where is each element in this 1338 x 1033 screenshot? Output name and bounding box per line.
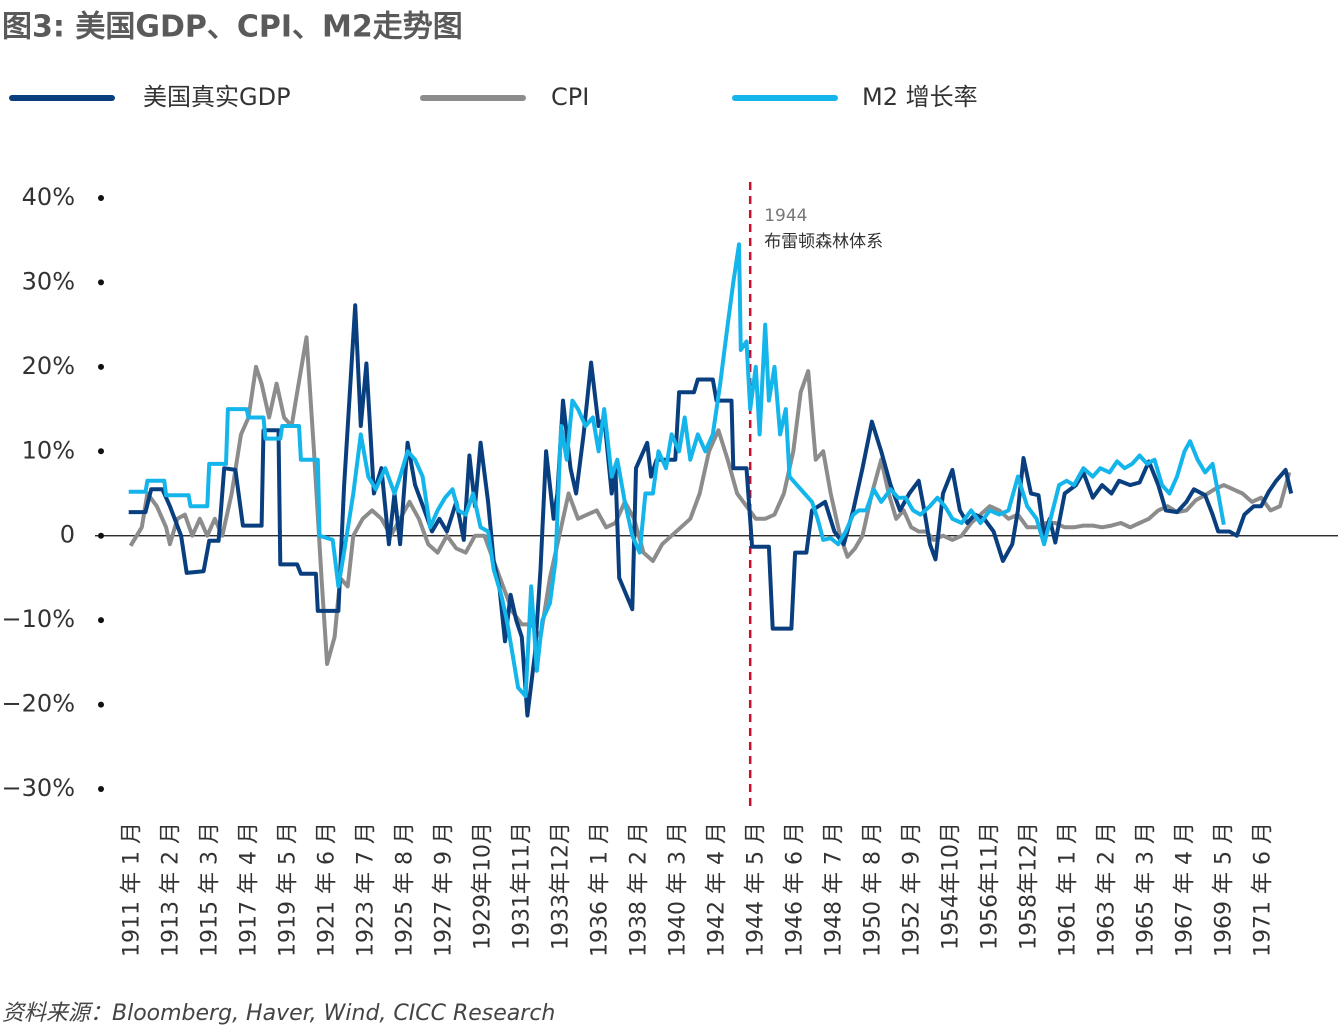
x-tick-label: 1921 年 6 月 (314, 822, 339, 957)
y-tick-label: −30% (2, 774, 75, 802)
y-tick-mark (98, 363, 104, 370)
x-tick-label: 1925 年 8 月 (392, 822, 417, 957)
chart-title: 图3: 美国GDP、CPI、M2走势图 (2, 10, 463, 45)
y-tick-label: 30% (22, 267, 75, 295)
annotation-text: 布雷顿森林体系 (764, 232, 883, 252)
x-tick-label: 1940 年 3 月 (665, 822, 690, 957)
x-tick-label: 1942 年 4 月 (704, 822, 729, 957)
x-tick-label: 1946 年 6 月 (782, 822, 807, 957)
series-line (128, 242, 1226, 699)
x-tick-label: 1917 年 4 月 (236, 822, 261, 957)
x-tick-label: 1911 年 1 月 (119, 822, 144, 957)
y-tick-label: −20% (2, 690, 75, 718)
x-tick-label: 1944 年 5 月 (743, 822, 768, 957)
x-tick-label: 1971 年 6 月 (1250, 822, 1275, 957)
annotation-year: 1944 (764, 206, 807, 226)
x-tick-label: 1961 年 1 月 (1055, 822, 1080, 957)
x-tick-label: 1956年11月 (977, 822, 1002, 950)
x-tick-label: 1948 年 7 月 (821, 822, 846, 957)
series-line (128, 303, 1294, 718)
y-tick-mark (98, 195, 104, 201)
y-tick-label: 10% (22, 436, 75, 464)
series-line (128, 335, 1292, 666)
x-tick-label: 1919 年 5 月 (275, 822, 300, 957)
x-tick-label: 1950 年 8 月 (860, 822, 885, 957)
x-tick-label: 1915 年 3 月 (197, 822, 222, 957)
y-tick-label: −10% (2, 605, 75, 633)
legend-label: CPI (551, 83, 589, 111)
x-tick-label: 1967 年 4 月 (1172, 822, 1197, 957)
x-tick-label: 1931年11月 (509, 822, 534, 950)
x-tick-label: 1936 年 1 月 (587, 822, 612, 957)
y-tick-label: 20% (22, 352, 75, 380)
y-tick-label: 40% (22, 183, 75, 211)
legend-label: M2 增长率 (862, 83, 978, 111)
x-tick-label: 1954年10月 (938, 822, 963, 950)
x-tick-label: 1969 年 5 月 (1211, 822, 1236, 957)
x-tick-label: 1913 年 2 月 (158, 822, 183, 957)
x-tick-label: 1933年12月 (548, 822, 573, 950)
y-tick-mark (98, 786, 104, 792)
x-tick-label: 1965 年 3 月 (1133, 822, 1158, 957)
y-tick-mark (98, 448, 104, 455)
x-tick-label: 1952 年 9 月 (899, 822, 924, 957)
y-tick-mark (98, 617, 104, 624)
x-tick-label: 1963 年 2 月 (1094, 822, 1119, 957)
x-tick-label: 1938 年 2 月 (626, 822, 651, 957)
x-tick-label: 1958年12月 (1016, 822, 1041, 950)
x-tick-label: 1927 年 9 月 (431, 822, 456, 957)
y-tick-mark (98, 701, 104, 708)
source-note: 资料来源：Bloomberg, Haver, Wind, CICC Resear… (2, 1001, 555, 1026)
y-tick-label: 0 (60, 521, 75, 549)
legend-label: 美国真实GDP (143, 83, 291, 111)
y-tick-mark (98, 279, 104, 286)
x-tick-label: 1929年10月 (470, 822, 495, 950)
x-tick-label: 1923 年 7 月 (353, 822, 378, 957)
